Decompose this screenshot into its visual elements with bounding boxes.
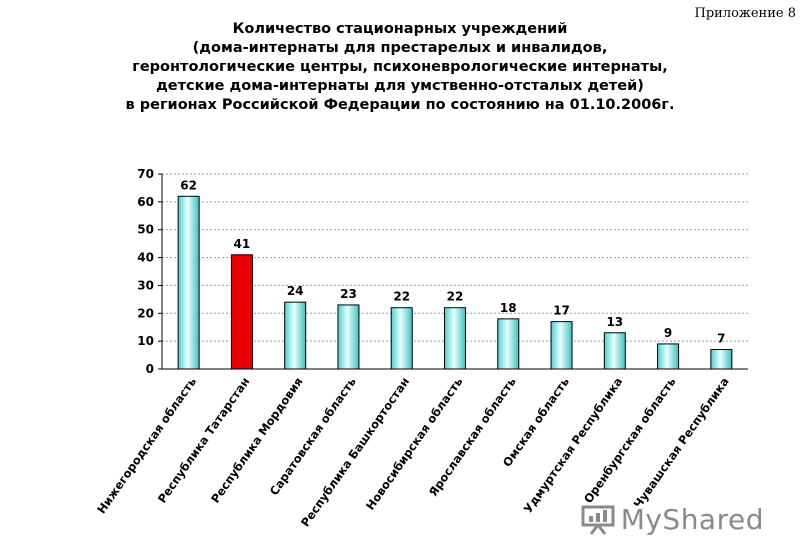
y-tick-label: 20 <box>137 306 154 320</box>
title-line-4: детские дома-интернаты для умственно-отс… <box>156 78 644 94</box>
bar <box>710 349 733 370</box>
bar <box>657 343 680 370</box>
data-label: 17 <box>553 304 570 318</box>
x-tick-label: Нижегородская область <box>94 375 199 516</box>
x-tick-label: Оренбургская область <box>581 375 679 506</box>
x-tick-label: Республика Татарстан <box>155 375 253 506</box>
bar <box>550 321 573 370</box>
watermark-text: MyShared <box>620 503 764 536</box>
bar <box>603 332 626 370</box>
x-tick-label: Чувашская Республика <box>631 375 732 511</box>
watermark: MyShared <box>581 503 764 536</box>
title-line-1: Количество стационарных учреждений <box>232 21 568 37</box>
appendix-label: Приложение 8 <box>694 6 797 21</box>
data-label: 18 <box>500 301 517 315</box>
data-label: 22 <box>447 290 464 304</box>
y-tick-label: 70 <box>137 167 154 181</box>
x-tick-label: Республика Мордовия <box>208 375 306 506</box>
y-tick-label: 30 <box>137 278 154 292</box>
data-label: 22 <box>393 290 410 304</box>
title-line-5: в регионах Российской Федерации по состо… <box>125 97 675 113</box>
bar <box>337 304 360 370</box>
data-label: 9 <box>664 326 672 340</box>
y-tick-label: 50 <box>137 223 154 237</box>
data-label: 23 <box>340 287 357 301</box>
data-label: 7 <box>717 332 725 346</box>
bar <box>177 195 200 370</box>
title-line-2: (дома-интернаты для престарелых и инвали… <box>192 40 608 56</box>
x-tick-label: Республика Башкортостан <box>298 375 412 530</box>
data-label: 62 <box>180 178 197 192</box>
data-label: 24 <box>287 284 304 298</box>
bar <box>230 254 253 370</box>
y-tick-label: 0 <box>146 362 154 376</box>
presentation-board-icon <box>581 505 615 535</box>
bar <box>284 301 307 370</box>
x-tick-label: Новосибирская область <box>363 375 465 513</box>
title-line-3: геронтологические центры, психоневрологи… <box>132 59 668 75</box>
bar <box>390 307 413 370</box>
x-tick-label: Удмуртская Республика <box>521 375 626 516</box>
chart-title: Количество стационарных учреждений (дома… <box>40 20 760 115</box>
bar <box>444 307 466 370</box>
y-tick-label: 40 <box>137 251 154 265</box>
y-tick-label: 10 <box>137 334 154 348</box>
bar <box>497 318 520 370</box>
data-label: 13 <box>606 315 623 329</box>
y-tick-label: 60 <box>137 195 154 209</box>
data-label: 41 <box>234 237 251 251</box>
